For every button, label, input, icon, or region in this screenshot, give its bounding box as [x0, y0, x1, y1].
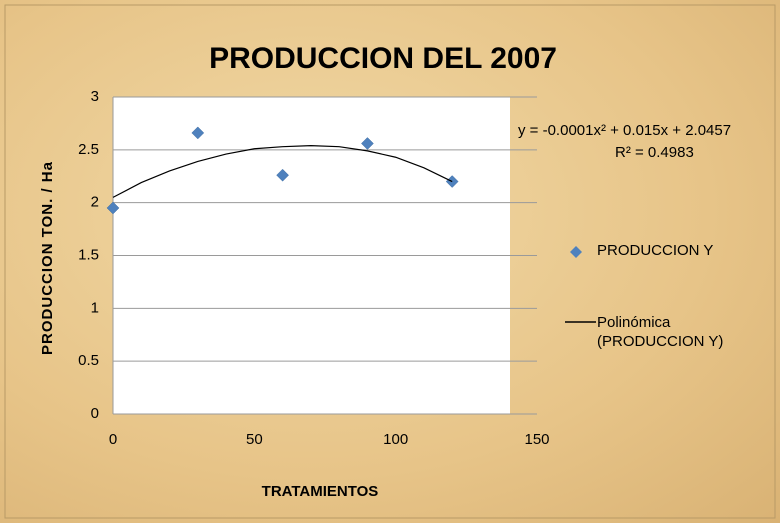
r-squared: R² = 0.4983 [615, 144, 694, 161]
y-tick-label: 1.5 [78, 246, 99, 263]
x-axis-label: TRATAMIENTOS [262, 483, 379, 500]
chart-border [4, 4, 776, 519]
y-tick-label: 2 [91, 194, 99, 211]
x-tick-label: 0 [109, 431, 117, 448]
data-point [191, 126, 205, 140]
data-point [276, 168, 289, 182]
y-tick-label: 0 [91, 405, 99, 422]
y-tick-label: 3 [91, 88, 99, 105]
chart-title: PRODUCCION DEL 2007 [209, 42, 557, 75]
x-tick-label: 50 [246, 431, 263, 448]
legend-marker [570, 246, 582, 258]
trendline [112, 145, 453, 198]
y-tick-label: 0.5 [78, 352, 99, 369]
x-tick-label: 150 [524, 431, 549, 448]
trendline-equation: y = -0.0001x² + 0.015x + 2.0457 [518, 122, 731, 139]
legend-label: Polinómica (PRODUCCION Y) [597, 314, 724, 350]
x-tick-label: 100 [383, 431, 408, 448]
y-tick-label: 2.5 [78, 141, 99, 158]
y-axis-label: PRODUCCION TON. / Ha [39, 161, 56, 355]
y-tick-label: 1 [91, 299, 99, 316]
legend-label: PRODUCCION Y [597, 242, 714, 259]
data-point [106, 201, 120, 215]
data-point [361, 137, 374, 150]
